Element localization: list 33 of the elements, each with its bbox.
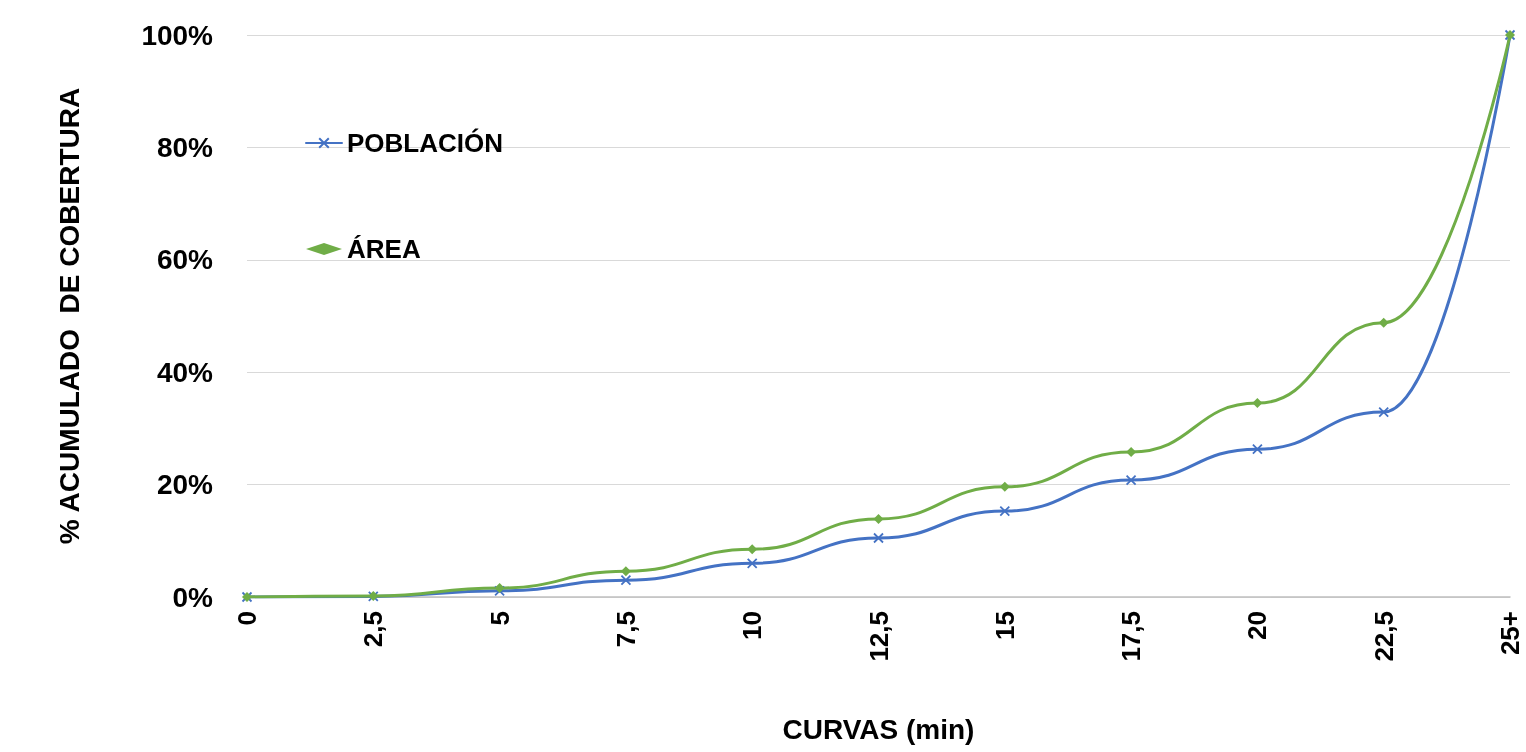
point — [1125, 474, 1137, 486]
x-tick-label: 5 — [484, 611, 515, 626]
point — [746, 557, 758, 569]
y-tick-label: 20% — [156, 469, 214, 501]
point — [1252, 398, 1263, 409]
point — [873, 513, 884, 524]
y-tick-label: 80% — [156, 131, 214, 163]
legend-label: ÁREA — [347, 234, 421, 264]
point — [620, 574, 632, 586]
y-tick-label: 100% — [141, 19, 214, 51]
y-tick-label: 0% — [172, 581, 214, 613]
point — [999, 481, 1010, 492]
x-tick-label: 25+ — [1495, 611, 1525, 656]
point — [1378, 406, 1390, 418]
legend-label: POBLACIÓN — [347, 128, 503, 158]
point — [873, 532, 884, 544]
point — [999, 505, 1011, 517]
point — [747, 544, 758, 555]
point — [1252, 443, 1263, 455]
x-tick-label: 17,5 — [1116, 611, 1147, 662]
x-tick-label: 7,5 — [610, 611, 641, 648]
x-axis-title: CURVAS (min) — [782, 713, 975, 745]
x-tick-label: 20 — [1242, 611, 1273, 640]
x-tick-label: 10 — [737, 611, 768, 640]
x-tick-label: 2,5 — [358, 611, 389, 648]
x-tick-label: 22,5 — [1368, 611, 1399, 662]
y-tick-label: 60% — [156, 244, 214, 276]
point — [1378, 317, 1389, 328]
y-tick-label: 40% — [156, 356, 214, 388]
y-axis-title: % ACUMULADO DE COBERTURA — [53, 87, 85, 545]
x-tick-label: 15 — [989, 611, 1020, 640]
x-tick-label: 0 — [232, 611, 262, 626]
x-tick-label: 12,5 — [863, 611, 894, 662]
